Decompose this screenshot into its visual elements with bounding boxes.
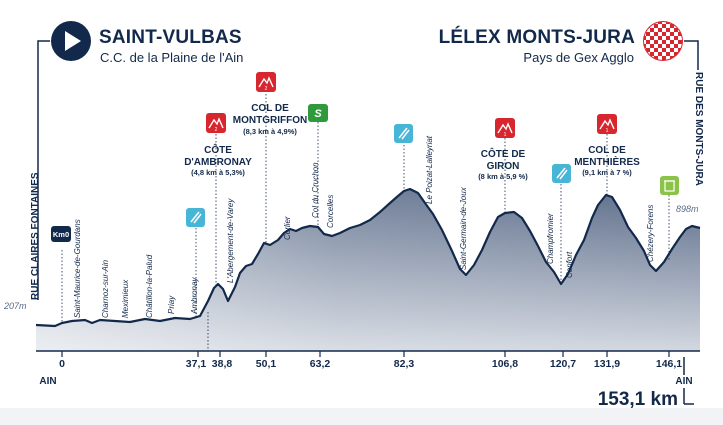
km0-label: Km0: [53, 230, 69, 239]
climb-montgriffon-line1: COL DE: [251, 103, 289, 114]
km-label: 131,9: [594, 358, 620, 370]
climb-menthieres-detail: (9,1 km à 7 %): [582, 168, 632, 177]
climb-menthieres-line2: MENTHIÈRES: [574, 155, 640, 168]
place-label: Meximieux: [121, 279, 130, 318]
km0-badge-icon: Km0: [51, 226, 71, 242]
finish-flag-icon: [642, 20, 684, 62]
climb-montgriffon-detail: (8,3 km à 4,9%): [243, 127, 297, 136]
km-label: 82,3: [394, 358, 415, 370]
climb-icon-ambronay: 2: [206, 113, 226, 133]
place-label: Chézery-Forens: [646, 205, 655, 262]
axis-left-label: AIN: [39, 376, 56, 387]
climb-icon-giron: 1: [495, 118, 515, 138]
place-label: Corlier: [283, 216, 292, 240]
svg-text:2: 2: [265, 86, 268, 92]
start-altitude: 207m: [3, 301, 27, 311]
timing-icon-1: [186, 208, 205, 227]
climb-ambronay-line2: D'AMBRONAY: [184, 157, 252, 168]
km-label: 37,1: [186, 358, 207, 370]
place-label: Charnoz-sur-Ain: [101, 259, 110, 318]
climb-ambronay-detail: (4,8 km à 5,3%): [191, 168, 245, 177]
start-street-label: RUE CLAIRES FONTAINES: [30, 172, 41, 300]
svg-text:1: 1: [606, 128, 609, 134]
footer-band: [0, 408, 723, 425]
km-tick-marks: [61, 351, 670, 357]
climb-giron-line1: CÔTE DE: [481, 147, 526, 160]
climb-icon-menthieres: 1: [597, 114, 617, 134]
timing-icon-3: [552, 164, 571, 183]
finish-altitude: 898m: [676, 204, 699, 214]
km-label: 120,7: [550, 358, 576, 370]
place-label: Confort: [565, 251, 574, 278]
climb-montgriffon-line2: MONTGRIFFON: [233, 115, 307, 126]
km-label: 50,1: [256, 358, 277, 370]
timing-icon-2: [394, 124, 413, 143]
climb-giron-detail: (8 km à 5,9 %): [478, 172, 528, 181]
start-bracket: [37, 40, 50, 300]
km-label: 146,1: [656, 358, 682, 370]
start-sponsor: C.C. de la Plaine de l'Ain: [100, 50, 244, 65]
total-distance: 153,1 km: [598, 389, 678, 410]
profile-line: [35, 187, 701, 328]
finish-sponsor: Pays de Gex Agglo: [523, 50, 634, 65]
climb-ambronay-line1: CÔTE: [204, 143, 232, 156]
km-label: 38,8: [212, 358, 233, 370]
sprint-icon: S: [308, 104, 328, 122]
finish-town: LÉLEX MONTS-JURA: [438, 27, 635, 48]
svg-text:2: 2: [215, 127, 218, 133]
climb-giron-line2: GIRON: [487, 161, 520, 172]
axis-right-label: AIN: [675, 376, 692, 387]
climb-menthieres-line1: COL DE: [588, 145, 626, 156]
finish-street-label: RUE DES MONTS-JURA: [693, 72, 704, 186]
place-label: Le Poizat-Lalleyriat: [425, 135, 434, 204]
place-label: Col du Cruchon: [311, 162, 320, 218]
km-label: 106,8: [492, 358, 518, 370]
place-label: Châtillon-la-Palud: [145, 254, 154, 318]
place-label: Ambronay: [190, 277, 199, 315]
place-label: Saint-Germain-de-Joux: [459, 186, 468, 270]
place-label: Corcelles: [326, 195, 335, 228]
place-label: Champfromier: [546, 213, 555, 264]
dotted-markers: [61, 94, 670, 351]
place-label: Priay: [167, 295, 176, 314]
start-town: SAINT-VULBAS: [99, 27, 242, 48]
start-logo-icon: [50, 20, 92, 62]
svg-text:1: 1: [504, 132, 507, 138]
km-label: 0: [59, 358, 65, 370]
feed-zone-icon: [660, 176, 679, 195]
place-label: Saint-Maurice-de-Gourdans: [73, 219, 82, 318]
climb-icon-montgriffon: 2: [256, 72, 276, 92]
finish-bracket: [684, 40, 699, 70]
sprint-label: S: [314, 108, 322, 120]
place-label: L'Abergement-de-Varey: [226, 198, 235, 283]
km-label: 63,2: [310, 358, 331, 370]
